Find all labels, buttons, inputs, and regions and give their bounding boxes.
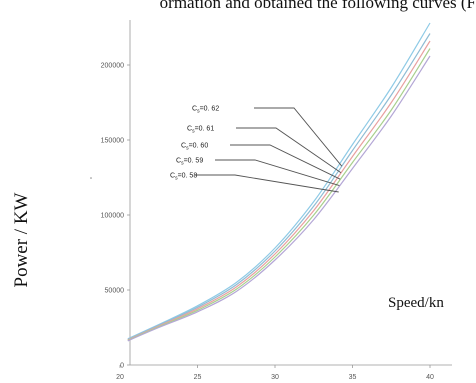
- y-tick-label: 150000: [101, 138, 124, 145]
- annotation-label-2: Cs=0. 60: [181, 143, 208, 152]
- x-tick-label: 40: [426, 374, 434, 381]
- annotation-value: =0. 62: [200, 106, 220, 113]
- y-tick-label: 100000: [101, 213, 124, 220]
- annotation-value: =0. 60: [189, 143, 209, 150]
- annotation-leader-1: [236, 127, 342, 174]
- annotation-label-1: Cs=0. 61: [187, 126, 214, 135]
- y-tick-label: 200000: [101, 63, 124, 70]
- series-line-0: [127, 22, 431, 340]
- annotation-leader-0: [254, 107, 343, 167]
- annotation-subscript: s: [197, 109, 200, 115]
- annotation-subscript: s: [186, 146, 189, 152]
- x-axis-label: Speed/kn: [388, 295, 444, 311]
- y-axis-label: Power / KW: [11, 192, 32, 288]
- annotation-leader-2: [230, 144, 341, 180]
- series-line-1: [127, 33, 431, 341]
- annotation-label-0: Cs=0. 62: [192, 106, 219, 115]
- annotation-value: =0. 61: [195, 126, 215, 133]
- annotation-symbol: C: [187, 126, 192, 133]
- annotation-label-4: Cs=0. 58: [170, 173, 197, 182]
- annotation-subscript: s: [175, 176, 178, 182]
- x-tick-label: 30: [271, 374, 279, 381]
- annotation-value: =0. 59: [184, 158, 204, 165]
- annotation-subscript: s: [181, 161, 184, 167]
- series-line-4: [127, 55, 431, 342]
- series-line-3: [127, 48, 431, 341]
- y-tick-label: 0: [120, 363, 124, 370]
- annotation-symbol: C: [176, 158, 181, 165]
- x-tick-label: 20: [116, 374, 124, 381]
- annotation-subscript: s: [192, 129, 195, 135]
- x-tick-label: 25: [194, 374, 202, 381]
- annotation-symbol: C: [170, 173, 175, 180]
- x-tick-label: 35: [349, 374, 357, 381]
- annotation-leader-3: [215, 159, 340, 187]
- annotation-value: =0. 58: [178, 173, 198, 180]
- y-tick-label: 50000: [105, 288, 125, 295]
- annotation-label-3: Cs=0. 59: [176, 158, 203, 167]
- series-line-2: [127, 40, 431, 341]
- top-caption-fragment: ormation and obtained the following curv…: [159, 0, 476, 12]
- annotation-leader-4: [195, 174, 339, 193]
- annotation-symbol: C: [192, 106, 197, 113]
- annotation-symbol: C: [181, 143, 186, 150]
- stray-dot: [90, 177, 92, 179]
